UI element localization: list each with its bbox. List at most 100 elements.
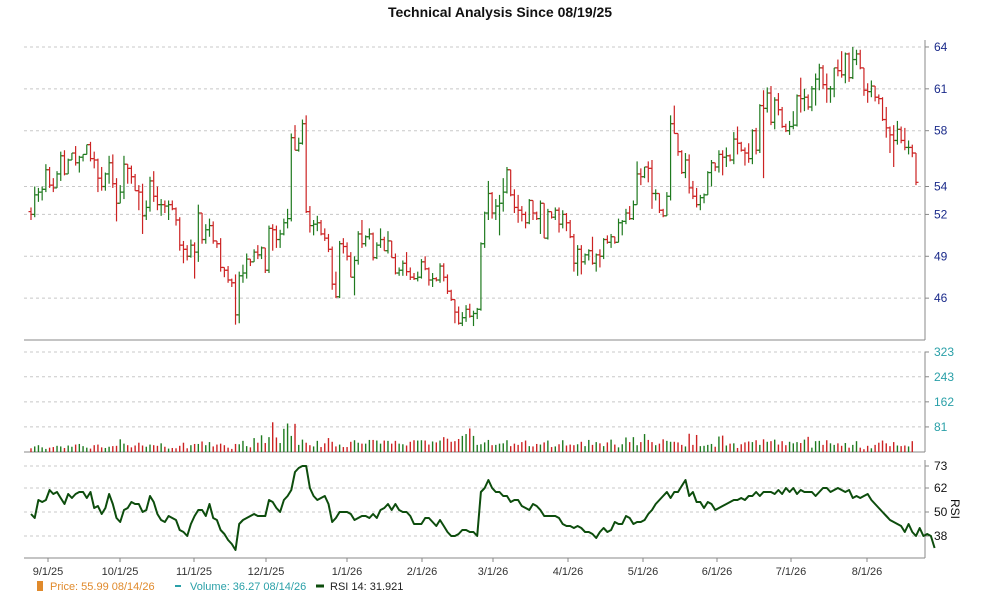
- price-candle: [493, 199, 499, 220]
- price-candle: [288, 133, 294, 222]
- price-candle: [318, 220, 324, 236]
- price-candle: [854, 49, 860, 66]
- price-candle: [311, 220, 317, 236]
- price-candle: [523, 211, 529, 229]
- price-candle: [463, 305, 469, 322]
- price-candle: [653, 189, 659, 201]
- price-candle: [482, 211, 488, 248]
- price-candle: [307, 206, 313, 233]
- price-candle: [203, 224, 209, 244]
- price-candle: [787, 120, 793, 135]
- price-candle: [35, 187, 41, 202]
- price-candle: [378, 228, 384, 248]
- price-candle: [634, 161, 640, 206]
- price-candle: [244, 253, 250, 279]
- price-candle: [102, 172, 108, 191]
- price-candle: [556, 207, 562, 233]
- price-candle: [835, 59, 841, 77]
- price-candle: [894, 120, 900, 145]
- price-candle: [218, 238, 224, 272]
- price-candle: [180, 240, 186, 264]
- price-candle: [515, 194, 521, 223]
- price-candle: [772, 97, 778, 130]
- rsi-axis-label: RSI: [948, 499, 962, 519]
- price-candle: [266, 225, 272, 274]
- volume-tick-label: 162: [934, 395, 954, 409]
- price-candle: [675, 132, 681, 156]
- price-candle: [158, 199, 164, 216]
- price-candle: [84, 144, 90, 156]
- price-candle: [601, 238, 607, 260]
- price-candle: [757, 104, 763, 154]
- price-candle: [273, 225, 279, 248]
- price-candle: [166, 200, 172, 220]
- x-tick-label: 5/1/26: [628, 566, 659, 578]
- price-tick-label: 49: [934, 249, 948, 263]
- price-candle: [110, 154, 116, 188]
- price-candle: [682, 153, 688, 179]
- x-tick-label: 8/1/26: [852, 566, 883, 578]
- price-candle: [255, 245, 261, 260]
- price-candle: [563, 213, 569, 232]
- price-candle: [456, 306, 462, 325]
- x-tick-label: 7/1/26: [776, 566, 807, 578]
- price-legend-icon: [37, 581, 43, 591]
- price-candle: [664, 192, 670, 217]
- price-candle: [426, 267, 432, 286]
- volume-panel: 323 243 162 81: [24, 345, 954, 453]
- price-candle: [385, 231, 391, 254]
- price-candle: [809, 86, 815, 112]
- price-candle: [775, 93, 781, 116]
- price-candle: [333, 271, 339, 299]
- price-candle: [452, 298, 458, 324]
- price-candle: [348, 252, 354, 278]
- price-candle: [322, 228, 328, 241]
- price-candle: [497, 194, 503, 236]
- price-candle: [344, 242, 350, 261]
- price-candle: [627, 206, 633, 220]
- price-candle: [578, 245, 584, 275]
- price-candle: [329, 246, 335, 290]
- price-candle: [850, 46, 856, 80]
- price-candle: [567, 220, 573, 239]
- price-candle: [798, 77, 804, 113]
- price-candle: [504, 166, 510, 194]
- price-tick-label: 58: [934, 124, 948, 138]
- price-candle: [716, 150, 722, 173]
- rsi-tick-label: 62: [934, 481, 948, 495]
- price-candle: [820, 65, 826, 89]
- price-candle: [352, 256, 358, 296]
- rsi-panel: 73 62 50 38: [24, 459, 948, 559]
- price-candle: [415, 271, 421, 282]
- rsi-legend-label: RSI 14: 31.921: [330, 581, 403, 593]
- price-candle: [173, 207, 179, 226]
- price-candle: [404, 252, 410, 276]
- price-candle: [106, 155, 112, 184]
- price-candle: [560, 210, 566, 229]
- price-candle: [441, 263, 447, 282]
- price-candle: [530, 199, 536, 220]
- price-candle: [742, 147, 748, 166]
- price-candle: [39, 186, 45, 201]
- price-candle: [50, 178, 56, 193]
- price-candle: [630, 200, 636, 220]
- price-candle: [69, 152, 75, 161]
- price-candle: [790, 111, 796, 130]
- price-candle: [500, 178, 506, 212]
- price-candle: [128, 165, 134, 184]
- price-candle: [708, 160, 714, 187]
- price-candle: [99, 166, 105, 191]
- price-candle: [597, 249, 603, 268]
- price-candle: [140, 183, 146, 234]
- price-candle: [801, 88, 807, 112]
- price-candle: [125, 163, 131, 184]
- price-legend-label: Price: 55.99 08/14/26: [50, 581, 155, 593]
- price-candle: [764, 87, 770, 113]
- price-candle: [761, 90, 767, 179]
- price-tick-label: 54: [934, 180, 948, 194]
- price-candle: [842, 52, 848, 84]
- price-candle: [642, 166, 648, 179]
- price-candle: [478, 242, 484, 311]
- price-candle: [154, 186, 160, 211]
- price-candle: [192, 242, 198, 279]
